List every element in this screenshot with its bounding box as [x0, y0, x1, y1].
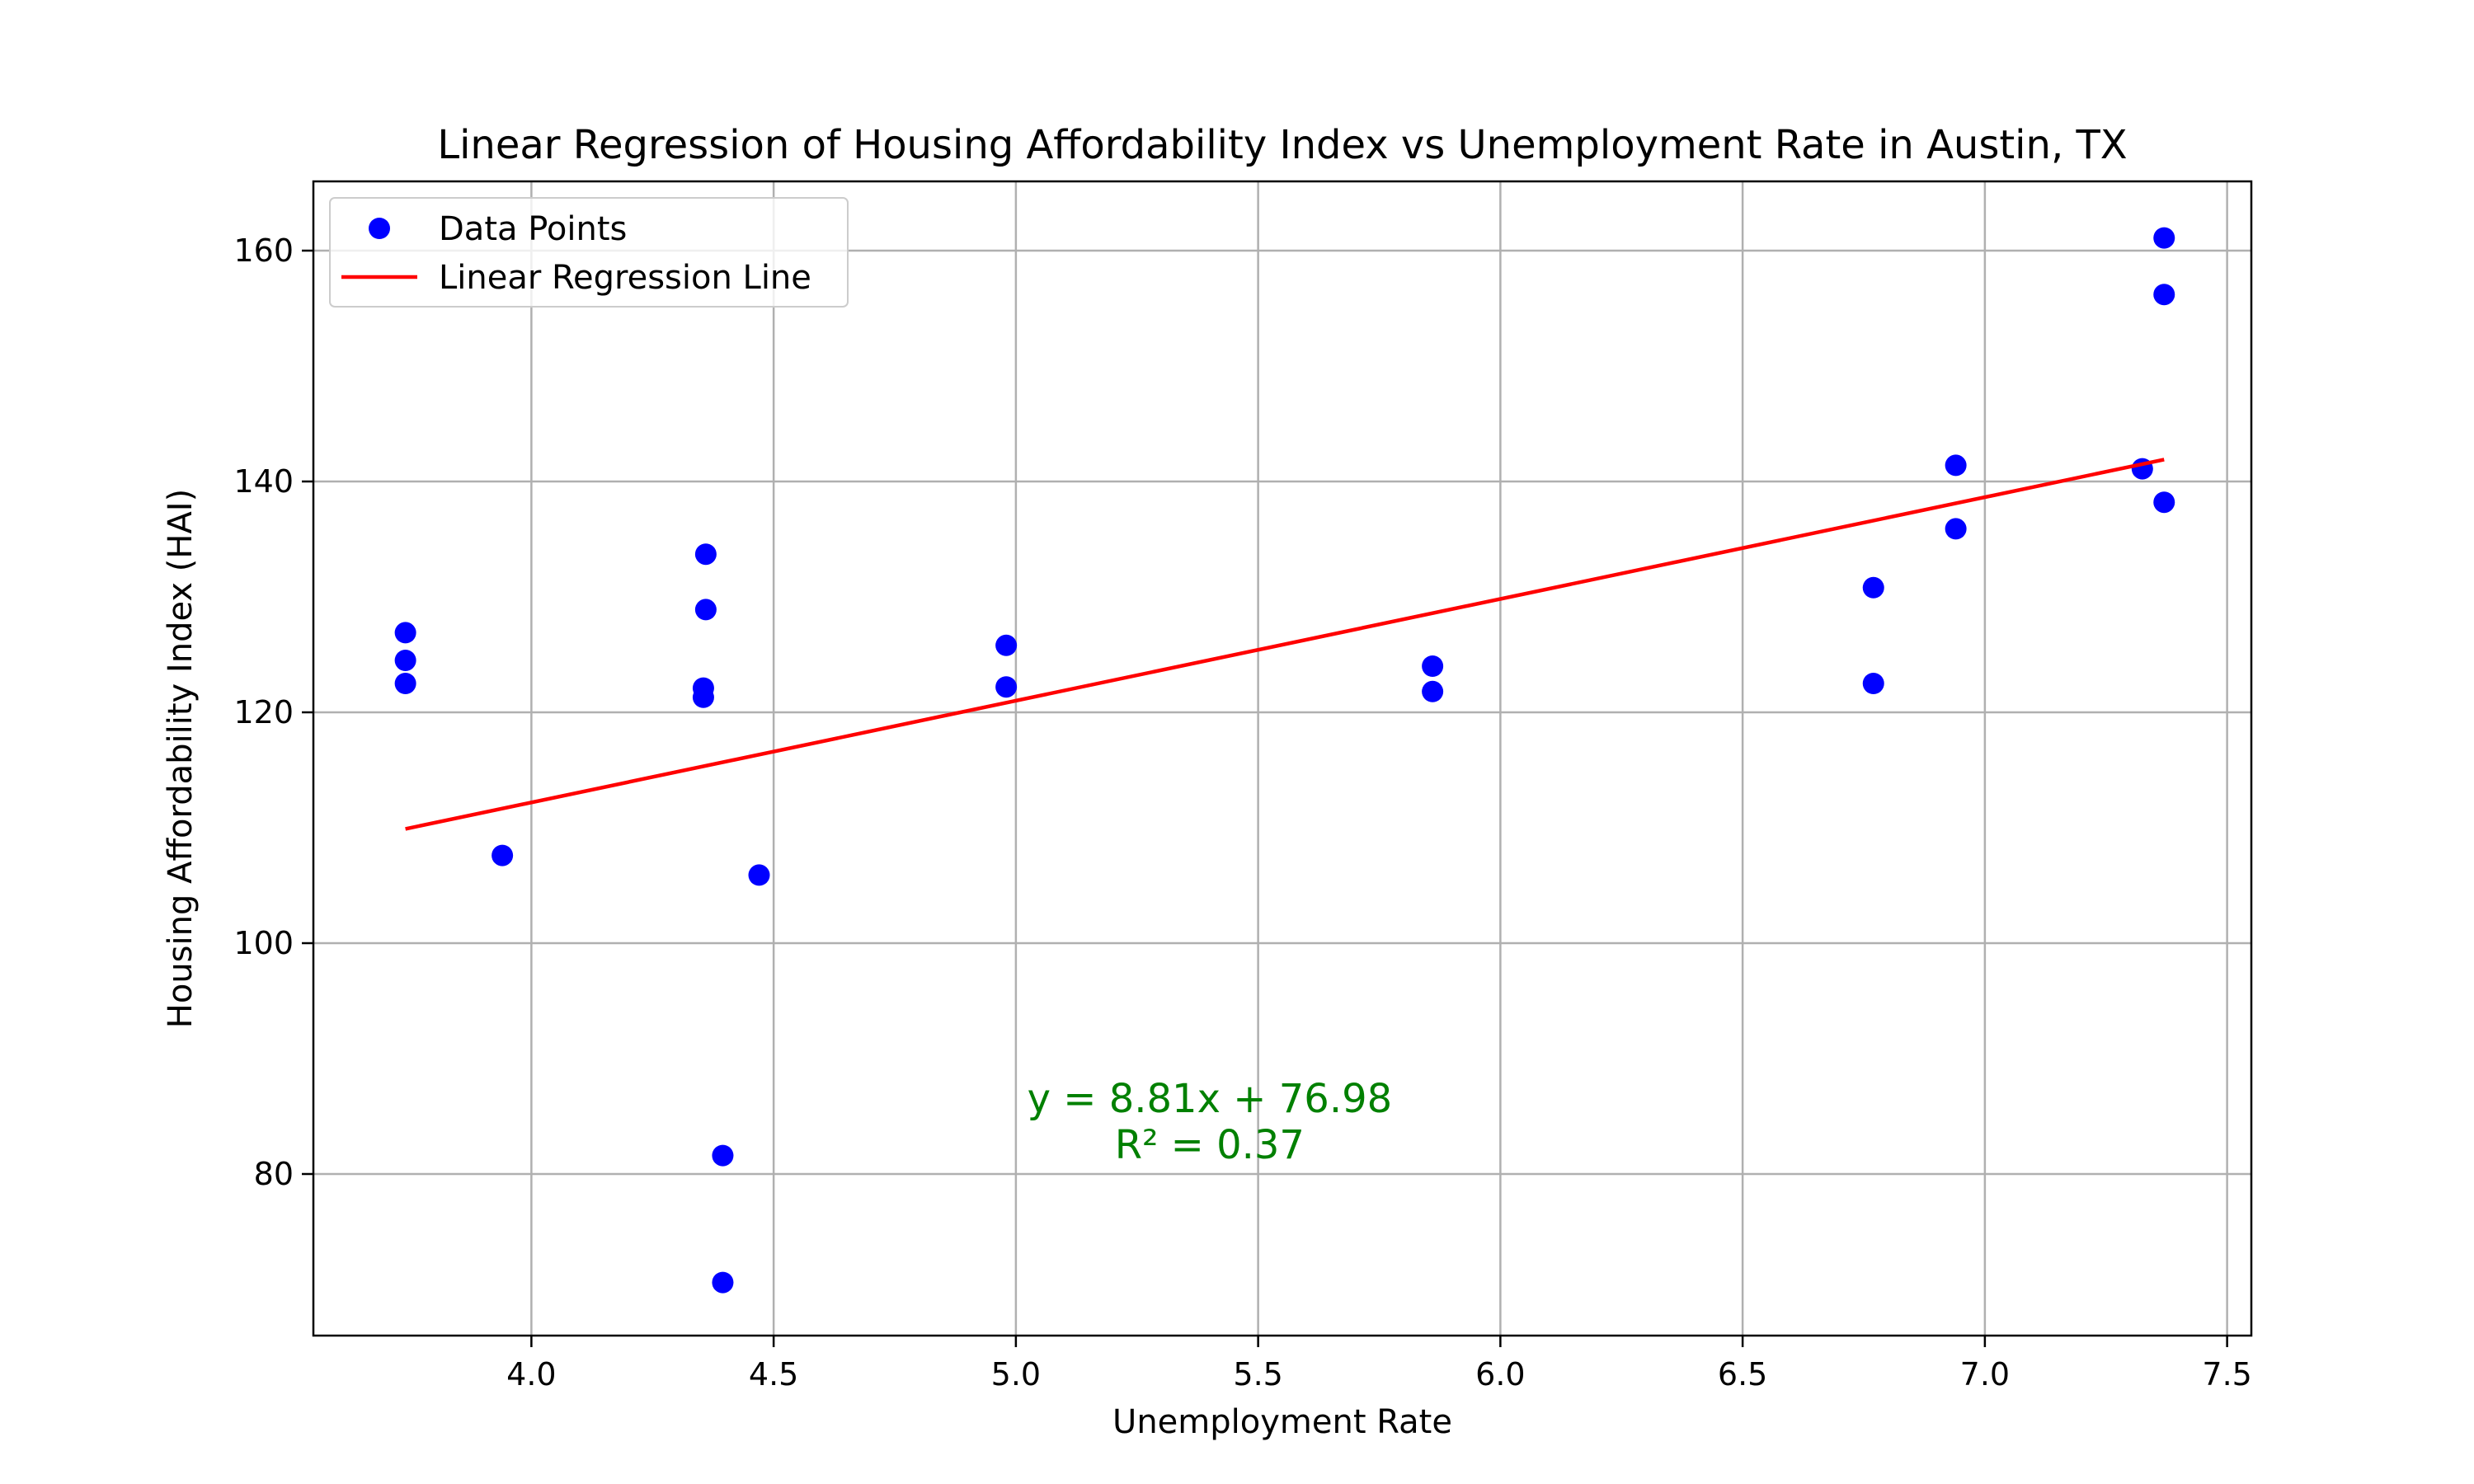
- y-tick-label: 80: [254, 1156, 294, 1192]
- data-point: [995, 676, 1018, 698]
- x-tick-label: 5.5: [1233, 1356, 1282, 1392]
- data-point: [492, 844, 514, 866]
- data-point: [694, 599, 717, 621]
- data-point: [394, 622, 416, 644]
- legend: Data Points Linear Regression Line: [329, 197, 849, 308]
- grid-lines: [313, 181, 2251, 1336]
- legend-label-data-points: Data Points: [439, 210, 627, 248]
- x-tick-label: 7.5: [2202, 1356, 2251, 1392]
- data-point: [1422, 655, 1444, 677]
- data-point: [712, 1144, 734, 1167]
- legend-marker-data-points: [369, 218, 390, 239]
- data-point: [2153, 284, 2175, 306]
- x-tick-label: 4.5: [749, 1356, 798, 1392]
- data-point: [2153, 227, 2175, 249]
- chart-title: Linear Regression of Housing Affordabili…: [437, 122, 2127, 168]
- r-squared-value: R² = 0.37: [1115, 1122, 1305, 1168]
- axis-ticks: 4.0 4.5 5.0 5.5 6.0 6.5 7.0 7.5 80 100 120 140 160: [233, 232, 2251, 1392]
- data-point: [1422, 680, 1444, 702]
- x-tick-label: 4.0: [506, 1356, 556, 1392]
- legend-box: [329, 197, 849, 308]
- x-axis-label: Unemployment Rate: [1112, 1403, 1452, 1441]
- y-tick-label: 120: [233, 694, 294, 730]
- y-axis-label: Housing Affordability Index (HAI): [162, 489, 200, 1028]
- y-tick-label: 160: [233, 232, 294, 269]
- data-point: [1862, 576, 1884, 599]
- y-tick-label: 140: [233, 463, 294, 500]
- data-point: [2153, 491, 2175, 514]
- x-tick-label: 7.0: [1960, 1356, 2010, 1392]
- y-tick-label: 100: [233, 925, 294, 961]
- regression-equation-annotation: y = 8.81x + 76.98 R² = 0.37: [1028, 1076, 1393, 1168]
- data-point: [1862, 673, 1884, 694]
- x-tick-label: 5.0: [991, 1356, 1041, 1392]
- data-point: [394, 650, 416, 671]
- data-point: [1945, 518, 1967, 540]
- data-point: [694, 543, 717, 566]
- x-tick-label: 6.0: [1475, 1356, 1525, 1392]
- plot-area-frame: [312, 180, 2253, 1337]
- plot-data: [394, 227, 2175, 1294]
- data-point: [394, 673, 416, 694]
- legend-label-regression-line: Linear Regression Line: [439, 259, 811, 297]
- data-point: [712, 1271, 734, 1294]
- x-tick-label: 6.5: [1718, 1356, 1767, 1392]
- regression-equation: y = 8.81x + 76.98: [1028, 1076, 1393, 1122]
- data-point: [1945, 454, 1967, 477]
- regression-line: [405, 458, 2165, 831]
- data-point: [748, 864, 770, 886]
- data-point: [995, 634, 1018, 656]
- data-point: [692, 686, 714, 708]
